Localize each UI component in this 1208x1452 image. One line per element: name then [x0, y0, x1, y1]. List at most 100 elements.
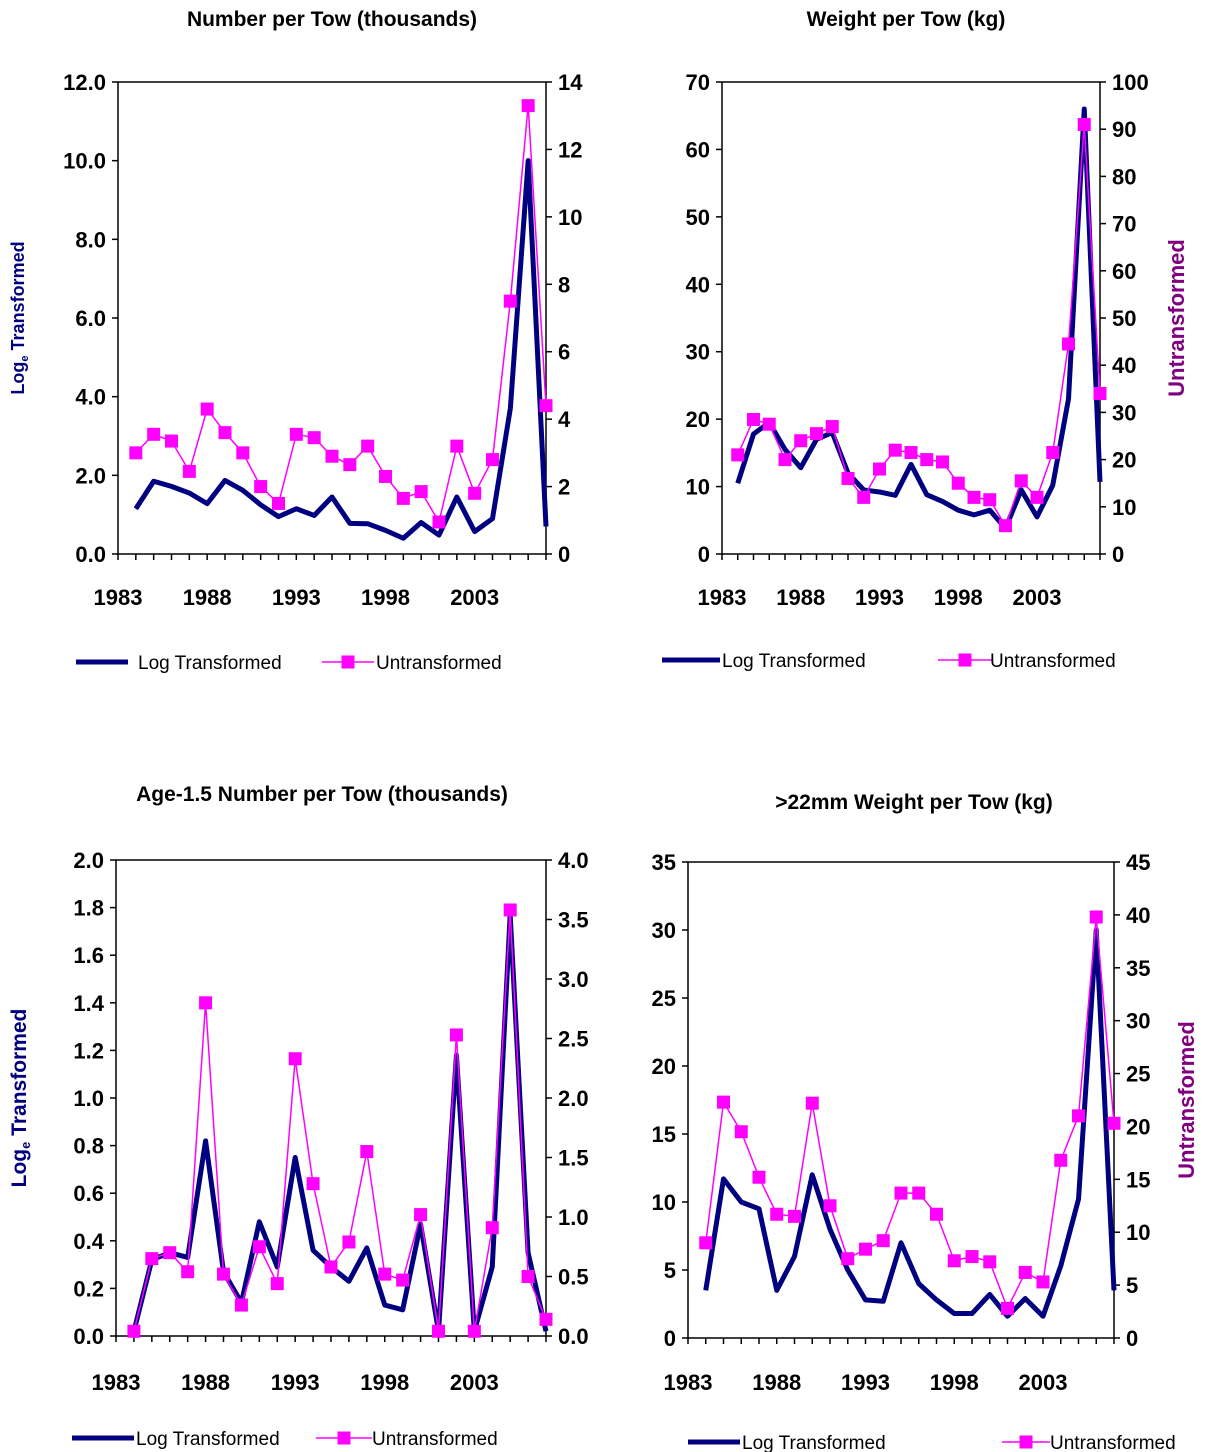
x-tick-label: 1988 — [776, 585, 825, 610]
untransformed-point — [503, 294, 517, 308]
untransformed-point — [272, 496, 285, 510]
chart-weight-per-tow: Weight per Tow (kg) 0 10 20 30 40 50 60 70 0 10 20 3… — [662, 8, 1189, 672]
legend-swatch-untransformed-marker — [337, 1431, 351, 1445]
y2-tick-label: 90 — [1112, 117, 1136, 142]
y-tick-label: 70 — [686, 70, 710, 95]
untransformed-point — [965, 1250, 979, 1264]
x-tick-label: 1983 — [664, 1370, 713, 1395]
untransformed-point — [770, 1207, 784, 1221]
legend-swatch-untransformed-marker — [341, 655, 355, 669]
y2-tick-label: 2.5 — [558, 1027, 589, 1052]
untransformed-point — [414, 1208, 428, 1222]
untransformed-point — [876, 1234, 890, 1248]
untransformed-point — [539, 399, 553, 413]
y-tick-label: 0.0 — [75, 542, 106, 567]
untransformed-point — [217, 1267, 230, 1281]
legend-label-untransformed: Untransformed — [1050, 1433, 1176, 1452]
y-tick-label: 8.0 — [75, 227, 106, 252]
untransformed-point — [200, 402, 214, 416]
y-tick-label: 12.0 — [63, 70, 106, 95]
series-line-log-transformed — [131, 912, 549, 1334]
y-tick-label: 1.0 — [73, 1086, 104, 1111]
y2-tick-label: 0 — [558, 542, 570, 567]
chart-title: Age-1.5 Number per Tow (thousands) — [136, 783, 508, 806]
y2-tick-label: 5 — [1126, 1273, 1138, 1298]
untransformed-point — [912, 1186, 926, 1200]
chart-title: >22mm Weight per Tow (kg) — [775, 791, 1053, 814]
y-tick-label: 1.6 — [73, 943, 104, 968]
y-tick-label: 20 — [652, 1054, 676, 1079]
untransformed-point — [1089, 910, 1103, 924]
y-tick-label: 0.6 — [73, 1181, 104, 1206]
y2-tick-label: 40 — [1112, 353, 1136, 378]
y-tick-label: 0 — [664, 1326, 676, 1351]
untransformed-point — [129, 446, 143, 460]
untransformed-point — [163, 1246, 177, 1260]
y2-tick-label: 30 — [1112, 400, 1136, 425]
y2-axis-label: Untransformed — [1164, 239, 1189, 397]
x-tick-label: 1988 — [181, 1370, 230, 1395]
untransformed-point — [1046, 446, 1060, 460]
untransformed-point — [181, 1265, 195, 1279]
untransformed-point — [857, 490, 871, 504]
untransformed-point — [1062, 337, 1075, 351]
chart-title: Weight per Tow (kg) — [807, 8, 1006, 31]
y2-tick-label: 2 — [558, 475, 570, 500]
x-tick-label: 1983 — [94, 585, 143, 610]
untransformed-point — [450, 439, 464, 453]
y-tick-label: 30 — [652, 918, 676, 943]
legend-label-log: Log Transformed — [722, 651, 866, 672]
untransformed-point — [983, 1255, 997, 1269]
x-tick-label: 2003 — [450, 1370, 499, 1395]
legend-swatch-untransformed-marker — [1019, 1435, 1033, 1449]
untransformed-point — [145, 1252, 159, 1266]
untransformed-point — [1036, 1275, 1050, 1289]
untransformed-point — [234, 1298, 248, 1312]
y-tick-label: 0 — [698, 542, 710, 567]
y2-tick-label: 70 — [1112, 212, 1136, 237]
untransformed-point — [778, 453, 792, 467]
y2-tick-label: 3.5 — [558, 908, 589, 933]
y-tick-label: 2.0 — [73, 848, 104, 873]
y-tick-label: 1.8 — [73, 896, 104, 921]
untransformed-point — [930, 1207, 943, 1221]
y2-tick-label: 8 — [558, 272, 570, 297]
x-tick-label: 1998 — [930, 1370, 979, 1395]
chart-title: Number per Tow (thousands) — [187, 8, 477, 31]
y2-tick-label: 45 — [1126, 850, 1150, 875]
legend-label-untransformed: Untransformed — [376, 653, 502, 674]
untransformed-point — [218, 426, 232, 440]
untransformed-point — [432, 515, 446, 529]
y2-tick-label: 35 — [1126, 956, 1150, 981]
y-tick-label: 2.0 — [75, 463, 106, 488]
y2-tick-label: 14 — [558, 70, 583, 95]
series-line-untransformed — [737, 124, 1101, 528]
legend-label-log: Log Transformed — [742, 1433, 886, 1452]
untransformed-point — [1093, 387, 1107, 401]
untransformed-point — [1054, 1153, 1068, 1167]
untransformed-point — [270, 1277, 284, 1291]
chart-number-per-tow: Number per Tow (thousands) 0.0 2.0 4.0 6.0 8.… — [8, 8, 583, 674]
x-tick-label: 1993 — [841, 1370, 890, 1395]
untransformed-point — [1107, 1116, 1121, 1130]
untransformed-point — [999, 519, 1012, 533]
y2-tick-label: 0.0 — [558, 1324, 589, 1349]
untransformed-point — [823, 1199, 837, 1213]
y2-tick-label: 0 — [1126, 1326, 1138, 1351]
untransformed-point — [252, 1240, 266, 1254]
untransformed-point — [343, 458, 357, 472]
untransformed-point — [236, 446, 250, 460]
untransformed-point — [967, 490, 981, 504]
untransformed-point — [717, 1095, 730, 1109]
untransformed-point — [324, 1260, 338, 1274]
y2-tick-label: 1.0 — [558, 1205, 589, 1230]
y-tick-label: 40 — [686, 272, 710, 297]
y-tick-label: 30 — [686, 340, 710, 365]
untransformed-point — [762, 417, 776, 431]
untransformed-point — [920, 453, 934, 467]
x-tick-label: 1993 — [271, 1370, 320, 1395]
untransformed-point — [1072, 1109, 1085, 1123]
y-tick-label: 0.8 — [73, 1134, 104, 1159]
y-tick-label: 25 — [652, 986, 676, 1011]
untransformed-point — [378, 1267, 392, 1281]
